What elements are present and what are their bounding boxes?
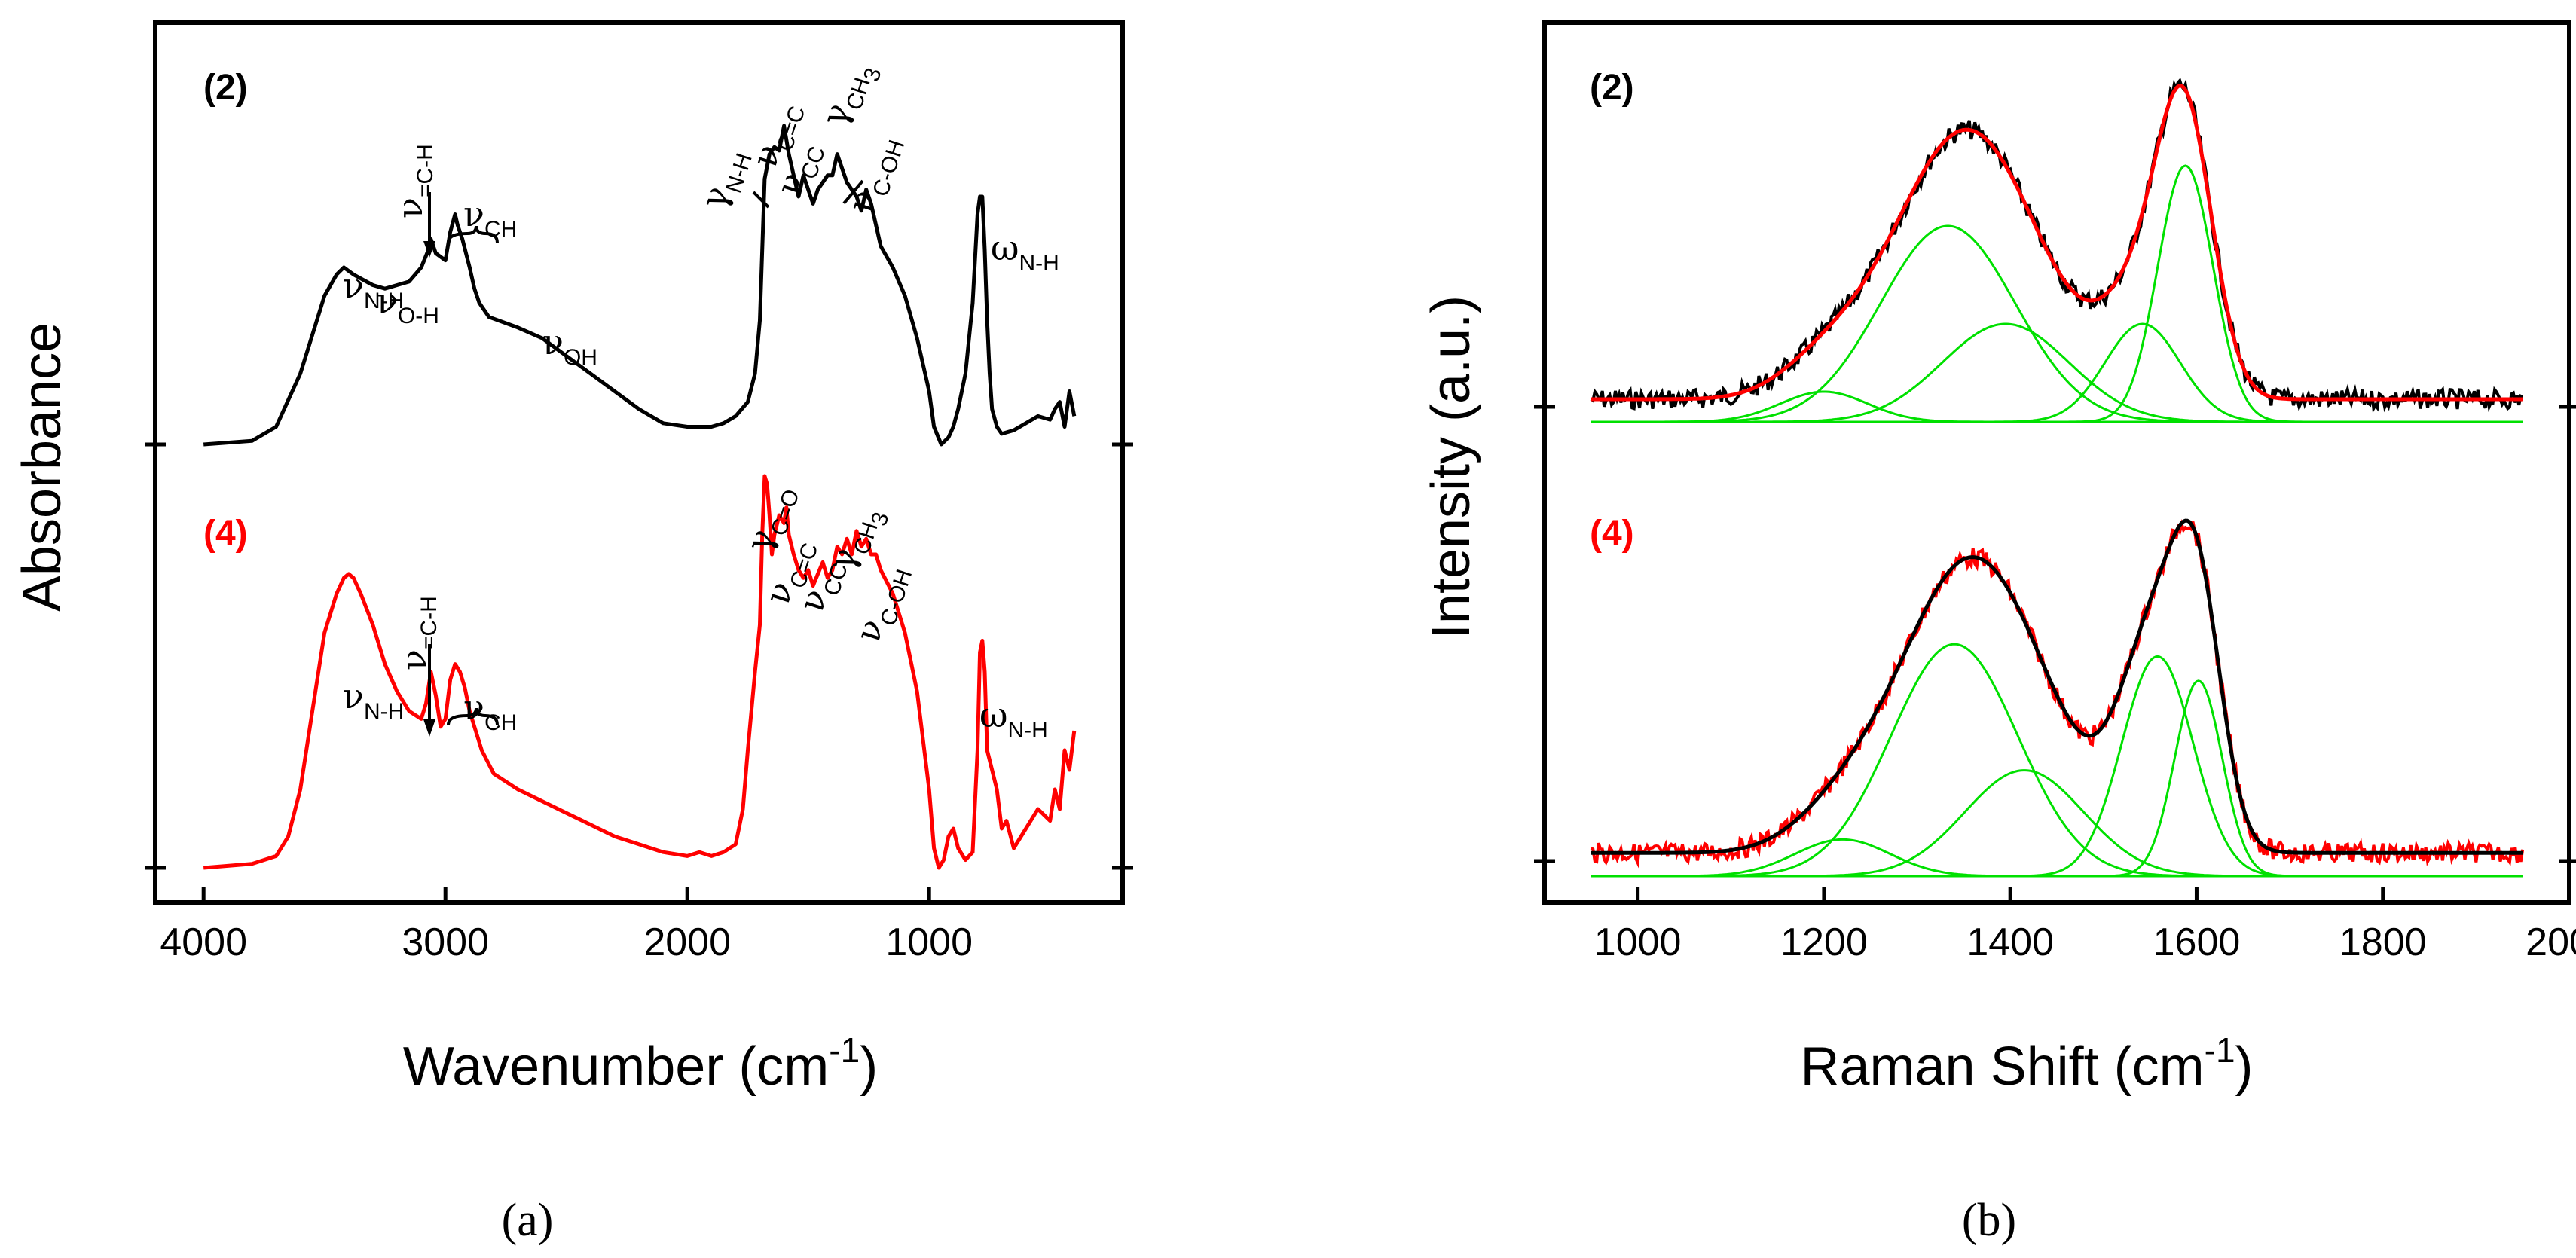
panel-b-sample-4-component-peak	[1591, 643, 2523, 878]
panel-a-x-tick-label: 4000	[160, 921, 247, 964]
panel-b-x-tick-label: 1400	[1966, 921, 2054, 964]
panel-b-raman-spectra: 1000 1200 1400 1600 1800 2000 (2) (4) Raman S…	[1421, 20, 2576, 1246]
panel-a-x-tick-label: 2000	[643, 921, 731, 964]
panel-a-arrowhead	[423, 719, 435, 737]
panel-a-band-annotation: ν=C-H	[390, 144, 438, 218]
panel-a-band-annotation: ωN-H	[991, 227, 1059, 276]
panel-b-sample-2-component-peak	[1591, 322, 2523, 423]
panel-a-arrow	[752, 191, 770, 209]
panel-b-curves	[1590, 78, 2525, 878]
panel-a-band-annotation: νCH	[463, 687, 517, 735]
panel-a-band-annotation: νOH	[542, 322, 597, 370]
panel-a-caption: (a)	[502, 1195, 554, 1246]
panel-b-sample-2-component-peak	[1591, 164, 2523, 423]
panel-a-band-annotation: γC=O	[738, 479, 805, 558]
panel-a-band-annotation: ωN-H	[979, 695, 1048, 743]
panel-a-brace	[447, 225, 499, 243]
panel-b-sample-4-component-peak	[1591, 679, 2523, 878]
panel-a-x-tick-label: 3000	[402, 921, 489, 964]
panel-b-x-ticks: 1000 1200 1400 1600 1800 2000	[1534, 405, 2576, 964]
panel-a-band-annotation: γCH3	[813, 55, 886, 135]
panel-a-annotations: νN-HνO-Hν=C-HνCHνOHγN-HνC=CνCCγCH3νC-OHω…	[343, 55, 1059, 743]
panel-a-band-annotation: νO-H	[377, 280, 439, 328]
panel-b-sample-2-component-peak	[1591, 322, 2523, 423]
panel-a-x-axis-title: Wavenumber (cm-1)	[403, 1031, 878, 1097]
panel-b-sample-2-fit	[1591, 84, 2523, 402]
panel-b-x-tick-label: 1800	[2339, 921, 2427, 964]
panel-a-band-annotation: νN-H	[343, 676, 404, 724]
panel-b-plot-frame	[1542, 20, 2571, 905]
panel-b-sample-2-component-peak	[1591, 224, 2523, 423]
panel-b-sample-label-2: (2)	[1590, 68, 1634, 108]
panel-b-sample-4-measured	[1590, 519, 2525, 869]
panel-b-sample-4-fit	[1591, 518, 2523, 855]
panel-a-curves	[203, 124, 1077, 870]
panel-b-y-axis-title: Intensity (a.u.)	[1421, 295, 1481, 639]
panel-a-sample-label-4: (4)	[203, 514, 248, 554]
panel-b-x-tick-label: 1200	[1780, 921, 1868, 964]
panel-a-x-ticks: 4000 3000 2000 1000	[145, 442, 1133, 964]
panel-b-x-tick-label: 1600	[2153, 921, 2241, 964]
panel-a-x-tick-label: 1000	[885, 921, 973, 964]
panel-a-band-annotation: νCH	[463, 194, 517, 242]
panel-a-band-annotation: νC-OH	[839, 130, 909, 219]
panel-a-series-4-line	[203, 474, 1077, 870]
panel-a-ir-spectra: 4000 3000 2000 1000 νN-HνO-Hν=C-HνCHνOHγN-H…	[12, 20, 1133, 1246]
panel-a-band-annotation: νC=C	[744, 96, 810, 174]
panel-a-arrowhead	[423, 241, 435, 258]
panel-b-x-axis-title: Raman Shift (cm-1)	[1800, 1031, 2253, 1097]
panel-b-x-tick-label: 2000	[2526, 921, 2576, 964]
panel-a-series-2-line	[203, 124, 1077, 447]
panel-a-brace	[447, 707, 499, 725]
panel-a-band-annotation: νN-H	[343, 265, 404, 313]
panel-a-arrow	[842, 179, 864, 205]
panel-a-band-annotation: ν=C-H	[393, 596, 442, 670]
panel-b-caption: (b)	[1962, 1195, 2016, 1246]
panel-a-y-axis-title: Absorbance	[12, 322, 72, 612]
panel-b-sample-4-component-peak	[1591, 769, 2523, 878]
panel-b-sample-label-4: (4)	[1590, 514, 1634, 554]
panel-a-plot-frame	[153, 20, 1125, 905]
panel-a-sample-label-2: (2)	[203, 68, 248, 108]
panel-b-sample-2-measured	[1590, 78, 2524, 414]
panel-b-x-tick-label: 1000	[1594, 921, 1682, 964]
